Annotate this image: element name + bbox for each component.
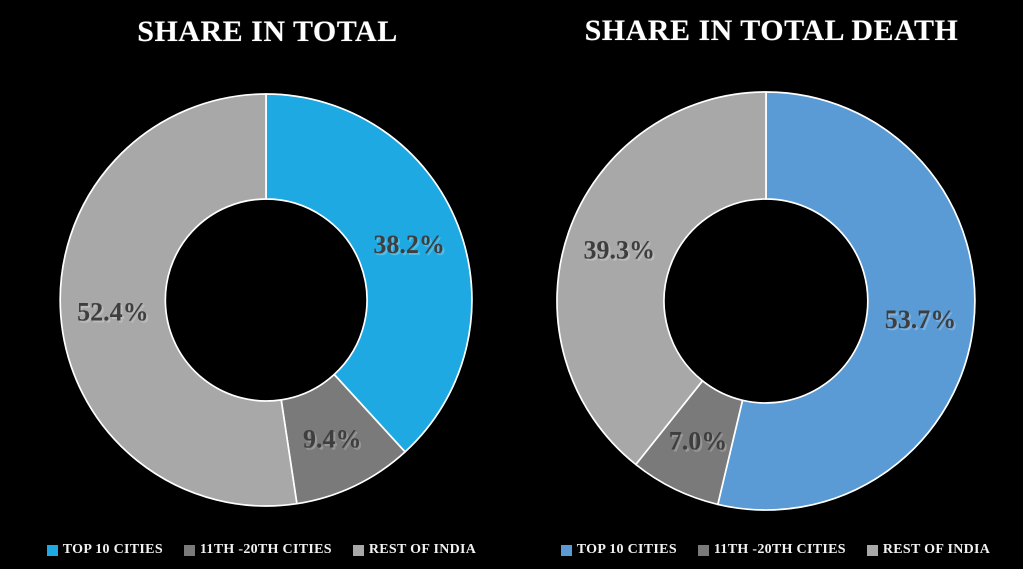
legend-label: 11TH -20TH CITIES <box>199 542 332 557</box>
legend-swatch <box>697 544 709 556</box>
legend-item-top-10-cities: TOP 10 CITIES <box>46 542 163 558</box>
legend-swatch <box>46 544 58 556</box>
slice-label: 38.2% <box>375 232 447 261</box>
slice-label: 9.4% <box>305 426 364 455</box>
chart-title-share-in-total: SHARE IN TOTAL <box>137 15 398 48</box>
legend-item-11th-20th-cities: 11TH -20TH CITIES <box>697 542 846 558</box>
legend-swatch <box>352 544 364 556</box>
legend-swatch <box>560 544 572 556</box>
legend-item-rest-of-india: REST OF INDIA <box>866 542 991 558</box>
legend-item-top-10-cities: TOP 10 CITIES <box>560 542 677 558</box>
slice-label: 39.3% <box>583 236 655 265</box>
slice-label: 38.2% <box>373 230 445 259</box>
legend-share-in-total-death: TOP 10 CITIES 11TH -20TH CITIES REST OF IN… <box>520 541 1023 559</box>
legend-item-11th-20th-cities: 11TH -20TH CITIES <box>183 542 332 558</box>
slice-label: 53.7% <box>885 305 957 334</box>
slice-label: 53.7% <box>887 307 959 336</box>
legend-item-rest-of-india: REST OF INDIA <box>352 542 477 558</box>
pie-slice-rest-of-india <box>59 93 298 507</box>
slice-label: 7.0% <box>671 429 730 458</box>
slice-label: 7.0% <box>669 427 728 456</box>
pie-slice-top-10-cities <box>716 91 976 511</box>
donut-chart-share-in-total: 38.2%38.2%9.4%9.4%52.4%52.4% <box>59 93 473 507</box>
legend-share-in-total: TOP 10 CITIES 11TH -20TH CITIES REST OF IN… <box>6 541 517 559</box>
legend-label: REST OF INDIA <box>368 542 477 557</box>
donut-chart-share-in-total-death: 53.7%53.7%7.0%7.0%39.3%39.3% <box>556 91 976 511</box>
slice-label: 52.4% <box>77 297 149 326</box>
legend-swatch <box>183 544 195 556</box>
legend-label: TOP 10 CITIES <box>576 542 677 557</box>
chart-title-share-in-total-death: SHARE IN TOTAL DEATH <box>584 14 959 47</box>
legend-label: 11TH -20TH CITIES <box>713 542 846 557</box>
slice-label: 39.3% <box>585 238 657 267</box>
slice-label: 52.4% <box>79 299 151 328</box>
legend-label: REST OF INDIA <box>882 542 991 557</box>
pie-slice-top-10-cities <box>265 93 473 453</box>
legend-label: TOP 10 CITIES <box>62 542 163 557</box>
legend-swatch <box>866 544 878 556</box>
slice-label: 9.4% <box>303 424 362 453</box>
pie-slice-rest-of-india <box>556 91 767 466</box>
